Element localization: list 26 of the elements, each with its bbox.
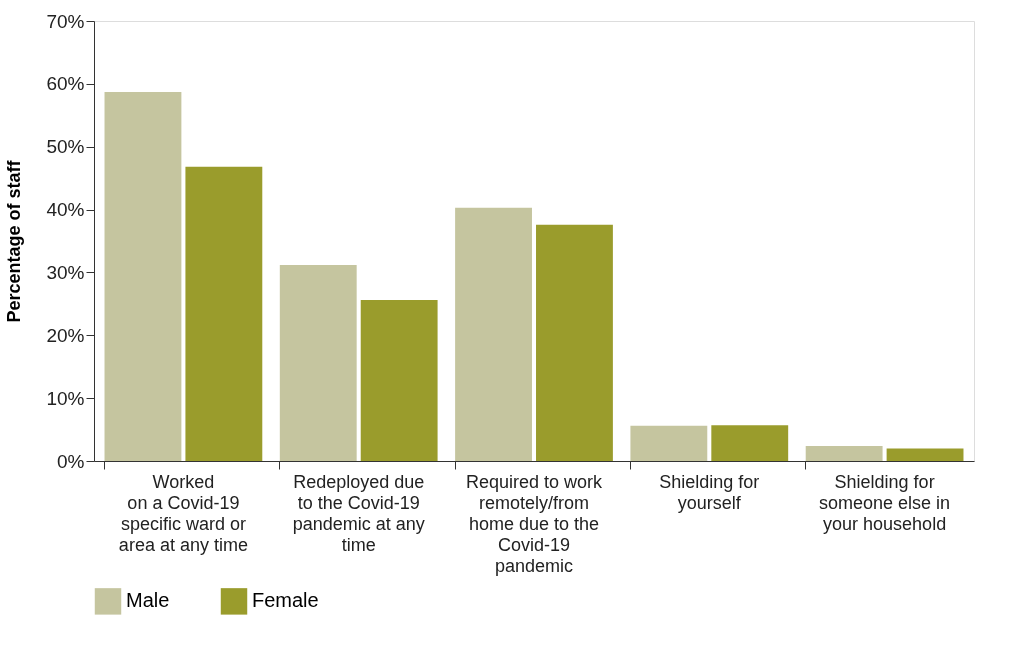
- bar: [455, 207, 532, 461]
- bar: [536, 224, 613, 461]
- bar: [185, 166, 263, 461]
- legend-label: Female: [252, 589, 319, 612]
- y-axis-title: Percentage of staff: [4, 159, 25, 323]
- bar: [360, 300, 438, 461]
- bar: [805, 445, 883, 461]
- y-tick-label: 40%: [46, 199, 85, 221]
- x-tick-label: Shielding for yourself: [659, 471, 760, 513]
- bar: [630, 425, 708, 461]
- bar: [104, 92, 182, 461]
- legend-label: Male: [126, 589, 170, 612]
- y-tick-label: 0%: [57, 450, 85, 472]
- x-tick-label: Redeployed due to the Covid-19 pandemic at any time: [292, 471, 425, 555]
- y-tick-label: 10%: [46, 387, 85, 409]
- bar: [711, 425, 789, 461]
- y-tick-label: 70%: [46, 10, 85, 32]
- y-tick-label: 60%: [46, 73, 85, 95]
- x-tick-label: Required to work remotely/from home due to the Covid-19 pandemic: [465, 471, 604, 576]
- bar: [886, 448, 964, 461]
- x-tick-label: Worked on a Covid-19 specific ward or area at any time: [118, 471, 248, 555]
- y-tick-label: 30%: [46, 261, 85, 283]
- y-tick-label: 50%: [46, 136, 85, 158]
- bar: [279, 264, 357, 461]
- y-tick-label: 20%: [46, 324, 85, 346]
- x-tick-label: Shielding for someone else in your household: [819, 471, 951, 534]
